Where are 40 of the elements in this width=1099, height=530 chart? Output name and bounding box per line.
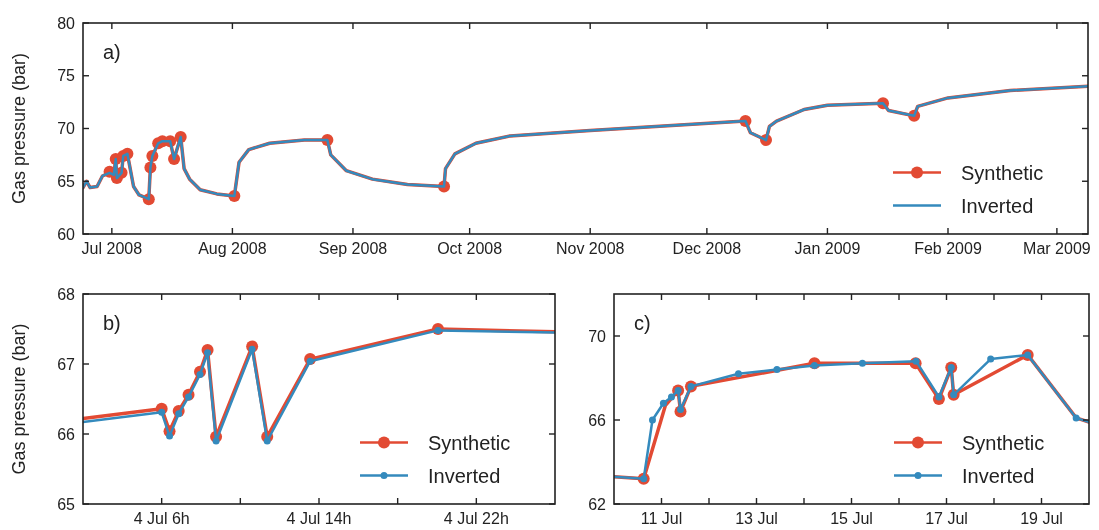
y-tick-label: 65 [57,172,76,190]
x-tick-label: Mar 2009 [1023,240,1091,257]
x-tick-label: 4 Jul 14h [286,510,352,527]
x-tick-label: 4 Jul 22h [443,510,509,527]
y-tick-label: 68 [57,285,76,303]
legend-label: Inverted [962,464,1035,487]
y-tick-label: 70 [588,327,607,345]
x-tick-label: Sep 2008 [318,240,388,257]
annotation: b) [103,312,121,334]
x-tick-label: Nov 2008 [555,240,625,257]
y-tick-label: 65 [57,495,76,513]
x-tick-label: Jan 2009 [794,240,861,257]
y-axis-title: Gas pressure (bar) [9,323,29,475]
annotation: a) [103,41,121,63]
y-tick-label: 66 [588,411,607,429]
x-tick-label: Feb 2009 [914,240,982,257]
x-tick-label: 15 Jul [830,510,873,527]
annotation: c) [634,312,651,334]
x-tick-label: Aug 2008 [198,240,267,257]
x-tick-label: 11 Jul [640,510,683,527]
y-tick-label: 75 [57,67,76,85]
legend-label: Synthetic [428,431,511,454]
y-axis-title: Gas pressure (bar) [9,52,29,205]
y-tick-label: 66 [57,425,76,443]
y-tick-label: 67 [57,355,76,373]
legend-label: Inverted [428,464,501,487]
legend-label: Synthetic [961,161,1044,184]
x-tick-label: 13 Jul [735,510,778,527]
y-tick-label: 80 [57,14,76,32]
y-tick-label: 62 [588,495,607,513]
legend-label: Synthetic [962,431,1045,454]
x-tick-label: 4 Jul 6h [133,510,190,527]
x-tick-label: Dec 2008 [672,240,742,257]
x-tick-label: Oct 2008 [437,240,503,257]
legend-label: Inverted [961,194,1034,217]
y-tick-label: 70 [57,120,76,138]
x-tick-label: 17 Jul [925,510,968,527]
y-tick-label: 60 [57,225,76,243]
x-tick-label: 19 Jul [1020,510,1063,527]
x-tick-label: Jul 2008 [81,240,143,257]
